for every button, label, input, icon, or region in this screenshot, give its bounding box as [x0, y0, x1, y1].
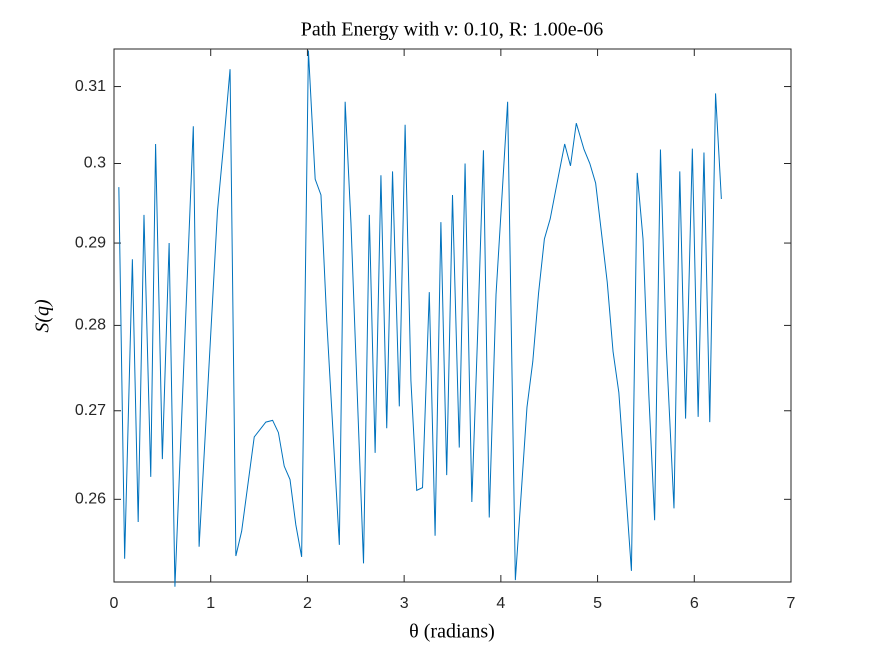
x-tick-label: 3 [400, 595, 409, 612]
y-tick-label: 0.26 [75, 491, 106, 508]
x-axis-label: θ (radians) [409, 621, 495, 643]
x-tick-label: 5 [593, 595, 602, 612]
y-axis-label: S(q) [32, 299, 54, 333]
axes-box [113, 48, 792, 583]
x-tick-label: 2 [303, 595, 312, 612]
x-tick-label: 7 [787, 595, 796, 612]
x-tick-label: 1 [206, 595, 215, 612]
chart-title: Path Energy with ν: 0.10, R: 1.00e-06 [301, 19, 604, 41]
x-tick-label: 0 [110, 595, 119, 612]
y-tick-label: 0.31 [75, 78, 106, 95]
y-tick-label: 0.27 [75, 402, 106, 419]
x-tick-label: 4 [496, 595, 505, 612]
y-tick-label: 0.28 [75, 317, 106, 334]
y-tick-label: 0.3 [84, 155, 106, 172]
x-tick-label: 6 [690, 595, 699, 612]
y-tick-label: 0.29 [75, 234, 106, 251]
data-line [118, 50, 722, 587]
